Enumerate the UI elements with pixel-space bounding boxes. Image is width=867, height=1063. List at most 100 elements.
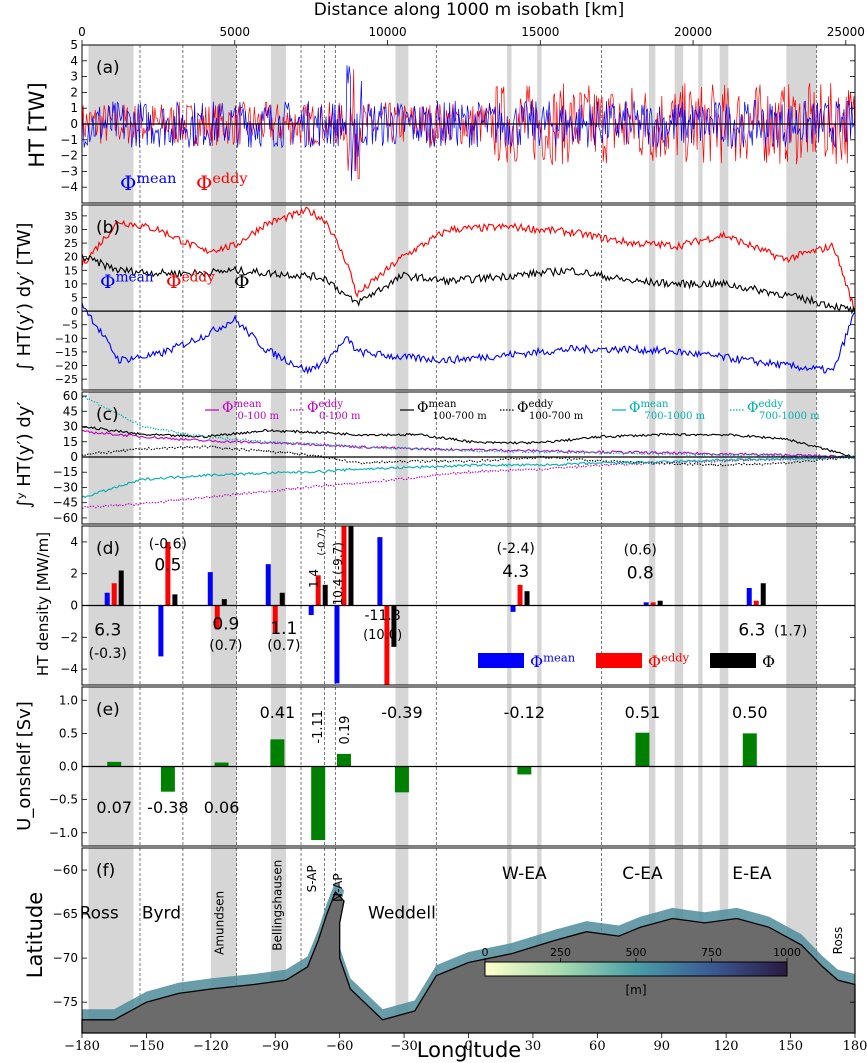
colorbar-tick-label: 750 xyxy=(701,946,722,959)
series-line-2 xyxy=(81,253,856,315)
ytick-label: −4 xyxy=(60,662,78,676)
ytick-label: 15 xyxy=(63,435,78,449)
ytick-label: 5 xyxy=(70,38,78,52)
panel-d-ylabel: HT density [MW/m] xyxy=(34,532,52,676)
shaded-band xyxy=(537,392,542,524)
region-label: C-EA xyxy=(622,864,663,884)
data-label: (0.7) xyxy=(209,638,242,654)
data-label: 0.9 xyxy=(212,614,239,634)
bar-eddy xyxy=(165,541,171,606)
data-label: -1.11 xyxy=(311,710,326,744)
region-label: Weddell xyxy=(368,903,436,923)
bar-eddy xyxy=(650,602,656,606)
ytick-label: −60 xyxy=(53,863,78,877)
bottom-tick-label: −180 xyxy=(64,1039,100,1054)
ytick-label: 45 xyxy=(63,404,78,418)
bar-eddy xyxy=(517,584,523,606)
panel-f: −60 −65 −70 −75 (f) Ross Byrd Amundsen Bellingsh… xyxy=(53,847,856,1034)
data-label: (0.6) xyxy=(624,543,657,559)
legend-mean: Φmean xyxy=(120,171,176,195)
ytick-label: 0.5 xyxy=(59,726,78,740)
bar-onshelf xyxy=(336,753,351,767)
shaded-band xyxy=(507,205,512,390)
bar-eddy xyxy=(214,605,220,630)
legend-label: Φ xyxy=(762,652,775,671)
bar-total xyxy=(221,599,227,606)
ytick-label: 20 xyxy=(64,251,78,264)
legend-swatch xyxy=(596,653,642,668)
data-label: 0.06 xyxy=(204,798,240,817)
data-label: (-2.4) xyxy=(497,541,535,557)
bar-eddy xyxy=(272,605,278,633)
bar-total xyxy=(279,592,285,606)
shaded-band xyxy=(507,392,512,524)
bottom-tick-label: 150 xyxy=(778,1039,803,1054)
bottom-tick-label: 90 xyxy=(653,1039,670,1054)
panel-frame xyxy=(81,391,856,525)
legend-label: Φeddy xyxy=(648,650,690,671)
legend-swatch xyxy=(710,653,756,668)
bar-eddy xyxy=(315,575,321,606)
legend-label: Φeddy 700-1000 m xyxy=(747,399,820,422)
region-label: Ross xyxy=(80,903,119,923)
ytick-label: −30 xyxy=(53,480,78,494)
ytick-label: −70 xyxy=(53,951,78,965)
legend-label: Φmean xyxy=(530,650,576,671)
data-label: 0.07 xyxy=(96,798,132,817)
bar-eddy xyxy=(341,526,347,606)
top-axis-ticks: 0 5000 10000 15000 20000 25000 xyxy=(78,25,865,45)
region-label: N-AP xyxy=(331,873,345,902)
ytick-label: −20 xyxy=(55,360,78,373)
data-label: -0.12 xyxy=(504,703,545,722)
panel-label: (d) xyxy=(96,539,120,559)
panel-b-ylabel: ∫ HT(y′) dy′ [TW] xyxy=(14,223,35,372)
colorbar xyxy=(484,961,788,977)
legend-label: Φmean 0-100 m xyxy=(222,399,280,422)
data-label: 0.51 xyxy=(625,703,661,722)
bar-mean xyxy=(207,572,213,606)
ytick-label: 35 xyxy=(64,210,78,223)
ytick-label: 0 xyxy=(70,117,78,131)
data-label: 1.4 xyxy=(307,569,321,588)
shaded-band xyxy=(395,392,409,524)
panel-label: (a) xyxy=(96,58,120,78)
bar-eddy xyxy=(384,605,390,685)
bar-total xyxy=(391,605,397,647)
series-line-1 xyxy=(81,302,856,375)
panel-c-ylabel: ∫ʸ HT(y′) dy′ xyxy=(14,401,35,508)
bar-mean xyxy=(334,605,340,684)
bottom-axis-label: Longitude xyxy=(417,1038,521,1062)
bar-onshelf xyxy=(214,762,229,767)
bar-total xyxy=(524,591,530,606)
ytick-label: 0 xyxy=(71,305,78,318)
ytick-label: 0 xyxy=(70,450,78,464)
top-axis-label: Distance along 1000 m isobath [km] xyxy=(314,0,625,20)
panel-e-ylabel: U_onshelf [Sv] xyxy=(14,701,35,831)
bar-onshelf xyxy=(270,739,285,767)
ytick-label: −10 xyxy=(55,332,78,345)
shaded-band xyxy=(210,205,237,390)
region-label: Bellingshausen xyxy=(271,860,285,951)
bar-total xyxy=(118,570,124,606)
data-label: 10.4 (-9.7) xyxy=(331,542,345,605)
bar-eddy xyxy=(753,600,759,606)
ytick-label: 25 xyxy=(64,237,78,250)
ytick-label: 30 xyxy=(64,223,78,236)
shaded-band xyxy=(88,848,134,1033)
ytick-label: −75 xyxy=(53,995,78,1009)
ytick-label: −2 xyxy=(60,630,78,644)
ytick-label: −15 xyxy=(55,346,78,359)
bar-onshelf xyxy=(517,766,532,775)
data-label: 4.3 xyxy=(502,562,529,582)
legend-label: Φeddy 0-100 m xyxy=(307,399,361,422)
series-line-mean xyxy=(81,65,856,181)
ytick-label: −2 xyxy=(60,149,78,163)
data-label: (10.0) xyxy=(363,628,402,643)
region-label: W-EA xyxy=(502,864,547,884)
panel-label: (c) xyxy=(96,405,119,425)
legend-label: Φmean 700-1000 m xyxy=(629,399,706,422)
bottom-tick-label: −120 xyxy=(193,1039,229,1054)
top-tick-label: 10000 xyxy=(368,25,406,39)
bottom-tick-label: −60 xyxy=(326,1039,353,1054)
